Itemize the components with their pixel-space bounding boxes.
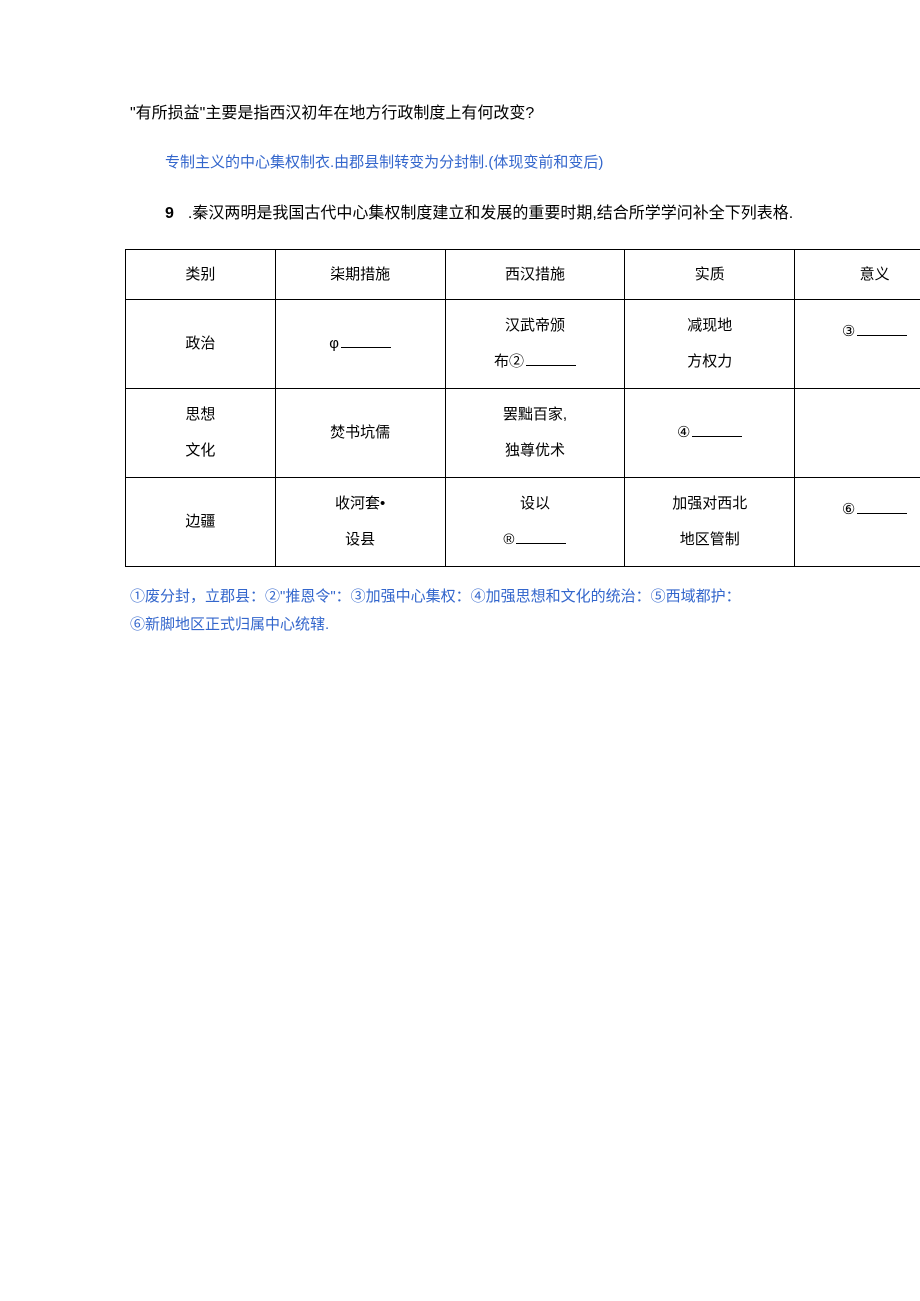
cell-culture-category: 思想 文化 (126, 388, 276, 477)
cell-text: 思想 (185, 406, 215, 423)
blank-5-line (516, 529, 566, 544)
cell-text: 独尊优术 (505, 442, 565, 459)
question-9-number: 9 (165, 205, 174, 222)
cell-text: 罢黜百家, (503, 406, 567, 423)
blank-4-symbol: ④ (677, 424, 690, 441)
cell-frontier-han: 设以 ® (445, 477, 625, 566)
table-header-row: 类别 柒期措施 西汉措施 实质 意义 (126, 249, 920, 299)
cell-text: 设以 (520, 495, 550, 512)
blank-3-symbol: ③ (842, 323, 855, 340)
blank-1-symbol: φ (329, 335, 339, 352)
cell-frontier-category: 边疆 (126, 477, 276, 566)
cell-text: 减现地 (687, 317, 732, 334)
header-essence: 实质 (625, 249, 795, 299)
question-9-text: .秦汉两明是我国古代中心集权制度建立和发展的重要时期,结合所学学问补全下列表格. (188, 205, 793, 222)
cell-frontier-qin: 收河套• 设县 (275, 477, 445, 566)
cell-frontier-meaning: ⑥ (795, 477, 920, 566)
answer-list: ①废分封，立郡县：②"推恩令"：③加强中心集权：④加强思想和文化的统治：⑤西域都… (130, 583, 840, 640)
cell-text: 设县 (345, 531, 375, 548)
blank-4-line (692, 422, 742, 437)
question-1-text: "有所损益"主要是指西汉初年在地方行政制度上有何改变? (130, 100, 840, 129)
header-meaning: 意义 (795, 249, 920, 299)
cell-frontier-essence: 加强对西北 地区管制 (625, 477, 795, 566)
table-row-culture: 思想 文化 焚书坑儒 罢黜百家, 独尊优术 ④ (126, 388, 920, 477)
blank-2-line (526, 351, 576, 366)
cell-text: 加强对西北 (672, 495, 747, 512)
answer-list-line2: ⑥新脚地区正式归属中心统辖. (130, 616, 329, 633)
blank-1-line (341, 333, 391, 348)
blank-6-symbol: ⑥ (842, 501, 855, 518)
cell-text: 收河套• (335, 495, 385, 512)
cell-culture-han: 罢黜百家, 独尊优术 (445, 388, 625, 477)
cell-culture-qin: 焚书坑儒 (275, 388, 445, 477)
cell-politics-qin: φ (275, 299, 445, 388)
header-han: 西汉措施 (445, 249, 625, 299)
cell-text: 方权力 (687, 353, 732, 370)
blank-3-line (857, 321, 907, 336)
cell-text: 汉武帝颁 (505, 317, 565, 334)
table-row-frontier: 边疆 收河套• 设县 设以 ® 加强对西北 地区管制 ⑥ (126, 477, 920, 566)
cell-text: 文化 (185, 442, 215, 459)
blank-5-symbol: ® (503, 531, 514, 548)
cell-text: 地区管制 (680, 531, 740, 548)
question-9: 9 .秦汉两明是我国古代中心集权制度建立和发展的重要时期,结合所学学问补全下列表格… (165, 200, 840, 229)
header-category: 类别 (126, 249, 276, 299)
answer-1-text: 专制主义的中心集权制衣.由郡县制转变为分封制.(体现变前和变后) (165, 149, 840, 176)
history-table: 类别 柒期措施 西汉措施 实质 意义 政治 φ 汉武帝颁 布② 减现地 方权力 … (125, 249, 920, 567)
cell-politics-category: 政治 (126, 299, 276, 388)
header-qin: 柒期措施 (275, 249, 445, 299)
cell-culture-meaning (795, 388, 920, 477)
answer-list-line1: ①废分封，立郡县：②"推恩令"：③加强中心集权：④加强思想和文化的统治：⑤西域都… (130, 588, 741, 605)
table-row-politics: 政治 φ 汉武帝颁 布② 减现地 方权力 ③ (126, 299, 920, 388)
cell-politics-essence: 减现地 方权力 (625, 299, 795, 388)
cell-politics-han: 汉武帝颁 布② (445, 299, 625, 388)
blank-6-line (857, 499, 907, 514)
cell-culture-essence: ④ (625, 388, 795, 477)
cell-politics-meaning: ③ (795, 299, 920, 388)
cell-text: 布② (494, 353, 524, 370)
